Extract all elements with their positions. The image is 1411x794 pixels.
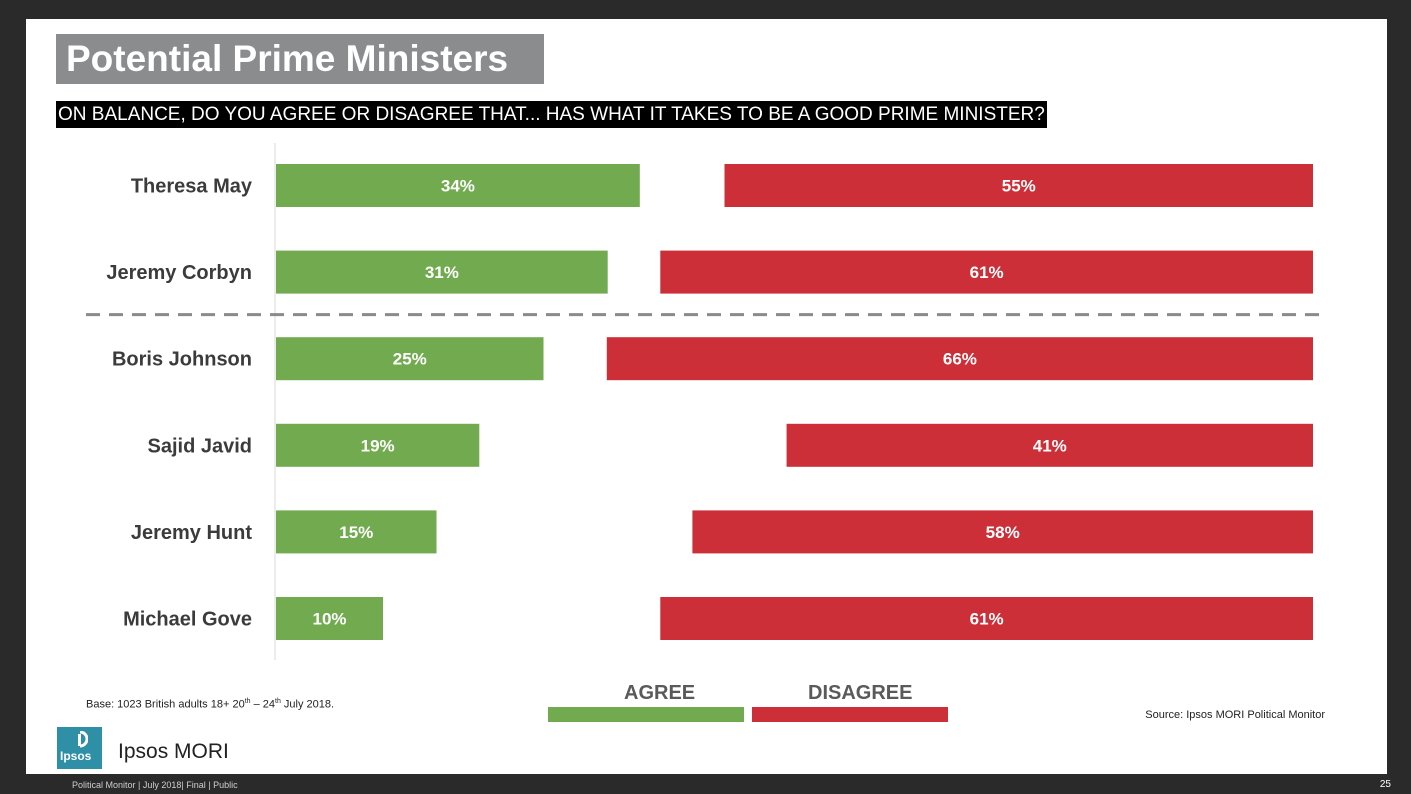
- footer-text: Political Monitor | July 2018| Final | P…: [72, 780, 238, 790]
- category-label: Jeremy Corbyn: [106, 262, 252, 284]
- agree-bar-label: 10%: [312, 610, 346, 629]
- disagree-bar: [724, 164, 1313, 207]
- ipsos-logo-text: Ipsos: [60, 749, 92, 763]
- base-note-text: Base: 1023 British adults 18+ 20: [86, 698, 245, 711]
- page-number: 25: [1379, 779, 1391, 790]
- disagree-bar: [606, 337, 1313, 381]
- legend-disagree-swatch: [752, 707, 948, 722]
- legend-agree-label: AGREE: [624, 682, 696, 704]
- base-note-sup: th: [244, 698, 251, 705]
- base-note: Base: 1023 British adults 18+ 20th – 24t…: [86, 698, 334, 711]
- category-label: Michael Gove: [123, 609, 252, 631]
- agree-bar: [276, 337, 544, 381]
- disagree-bar: [786, 423, 1313, 467]
- page-title: Potential Prime Ministers: [66, 38, 509, 79]
- agree-bar-label: 19%: [361, 436, 395, 455]
- disagree-bar: [692, 510, 1313, 554]
- agree-bar-label: 34%: [441, 177, 475, 196]
- disagree-bar-label: 61%: [970, 263, 1004, 282]
- base-note-sup: th: [275, 698, 281, 705]
- category-label: Boris Johnson: [112, 349, 252, 371]
- agree-bar-label: 15%: [339, 523, 373, 542]
- agree-bar: [276, 250, 608, 294]
- agree-bar-label: 25%: [393, 350, 427, 369]
- disagree-bar: [660, 597, 1313, 640]
- agree-bar: [276, 164, 640, 207]
- category-label: Sajid Javid: [148, 435, 253, 457]
- agree-bar-label: 31%: [425, 263, 459, 282]
- disagree-bar-label: 58%: [986, 523, 1020, 542]
- base-note-text: July 2018.: [280, 698, 335, 711]
- disagree-bar-label: 66%: [943, 350, 977, 369]
- ipsos-logo-mark-icon: [78, 731, 88, 748]
- brand-name: Ipsos MORI: [118, 740, 229, 763]
- disagree-bar: [660, 250, 1313, 294]
- disagree-bar-label: 55%: [1002, 177, 1036, 196]
- source-note: Source: Ipsos MORI Political Monitor: [1145, 709, 1325, 721]
- category-label: Jeremy Hunt: [131, 522, 252, 544]
- agree-bar: [276, 597, 383, 640]
- disagree-bar-label: 61%: [970, 610, 1004, 629]
- base-note-text: – 24: [250, 698, 276, 711]
- legend-disagree-label: DISAGREE: [808, 682, 913, 704]
- agree-bar: [276, 510, 437, 554]
- legend-agree-swatch: [548, 707, 744, 722]
- agree-bar: [276, 423, 480, 467]
- title-background: [56, 34, 544, 84]
- disagree-bar-label: 41%: [1033, 436, 1067, 455]
- slide-background: [26, 19, 1387, 774]
- category-label: Theresa May: [131, 176, 253, 198]
- question-subtitle: ON BALANCE, DO YOU AGREE OR DISAGREE THA…: [56, 101, 1047, 128]
